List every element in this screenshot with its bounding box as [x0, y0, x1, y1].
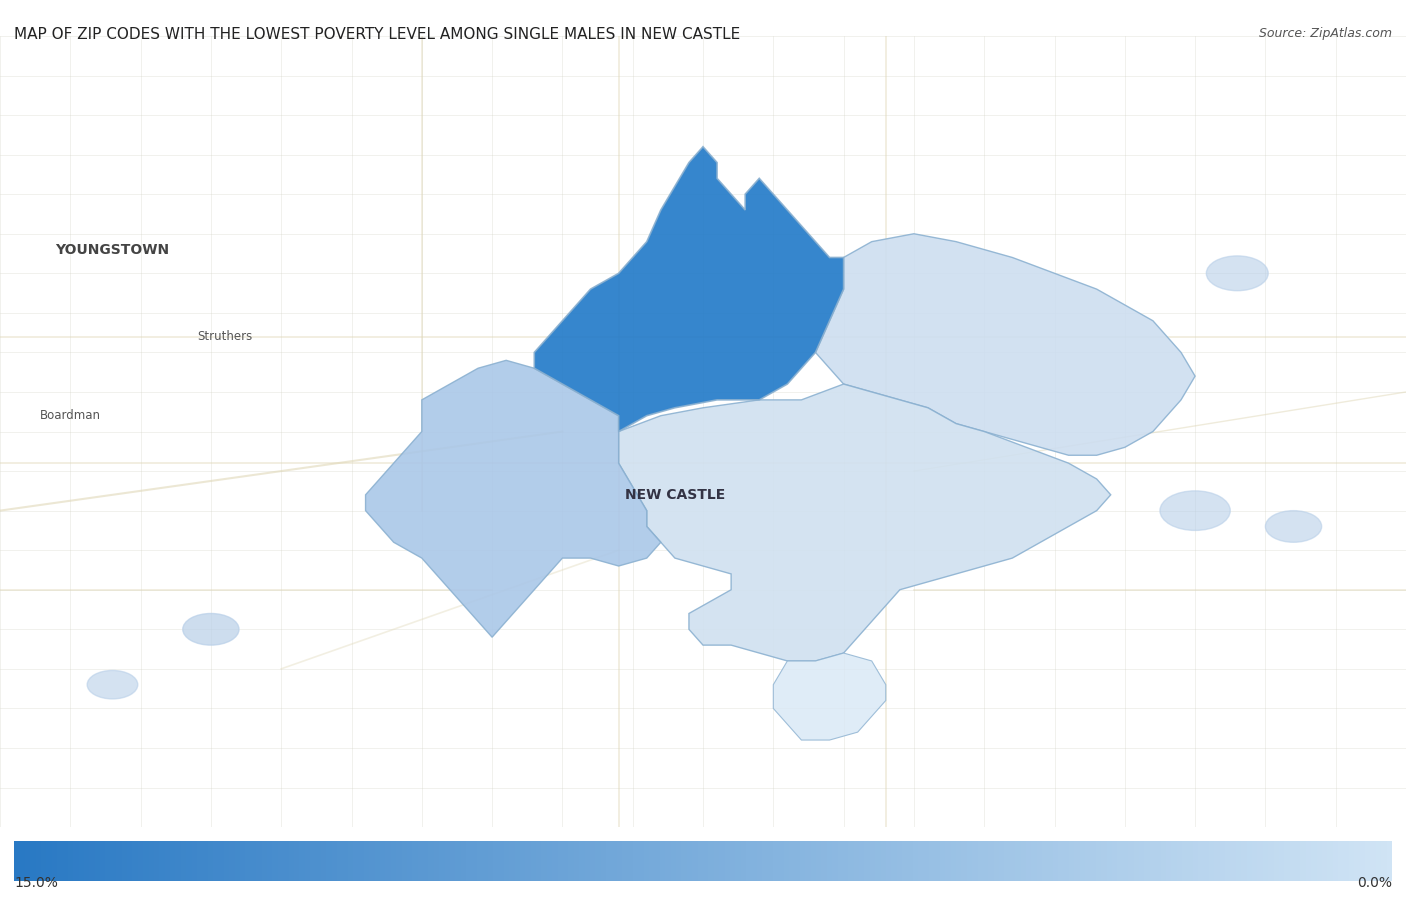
Text: 0.0%: 0.0% [1357, 876, 1392, 890]
Circle shape [183, 613, 239, 645]
Text: YOUNGSTOWN: YOUNGSTOWN [55, 243, 170, 256]
Text: Boardman: Boardman [39, 409, 101, 423]
Polygon shape [619, 384, 1111, 661]
Circle shape [1265, 511, 1322, 542]
Polygon shape [773, 653, 886, 740]
Circle shape [1206, 256, 1268, 290]
Text: 15.0%: 15.0% [14, 876, 58, 890]
Text: Source: ZipAtlas.com: Source: ZipAtlas.com [1258, 27, 1392, 40]
Text: MAP OF ZIP CODES WITH THE LOWEST POVERTY LEVEL AMONG SINGLE MALES IN NEW CASTLE: MAP OF ZIP CODES WITH THE LOWEST POVERTY… [14, 27, 741, 42]
Polygon shape [366, 360, 661, 637]
Circle shape [1160, 491, 1230, 530]
Polygon shape [534, 147, 844, 432]
Circle shape [87, 671, 138, 699]
Text: NEW CASTLE: NEW CASTLE [624, 488, 725, 502]
Polygon shape [815, 234, 1195, 455]
Text: Struthers: Struthers [197, 330, 253, 343]
